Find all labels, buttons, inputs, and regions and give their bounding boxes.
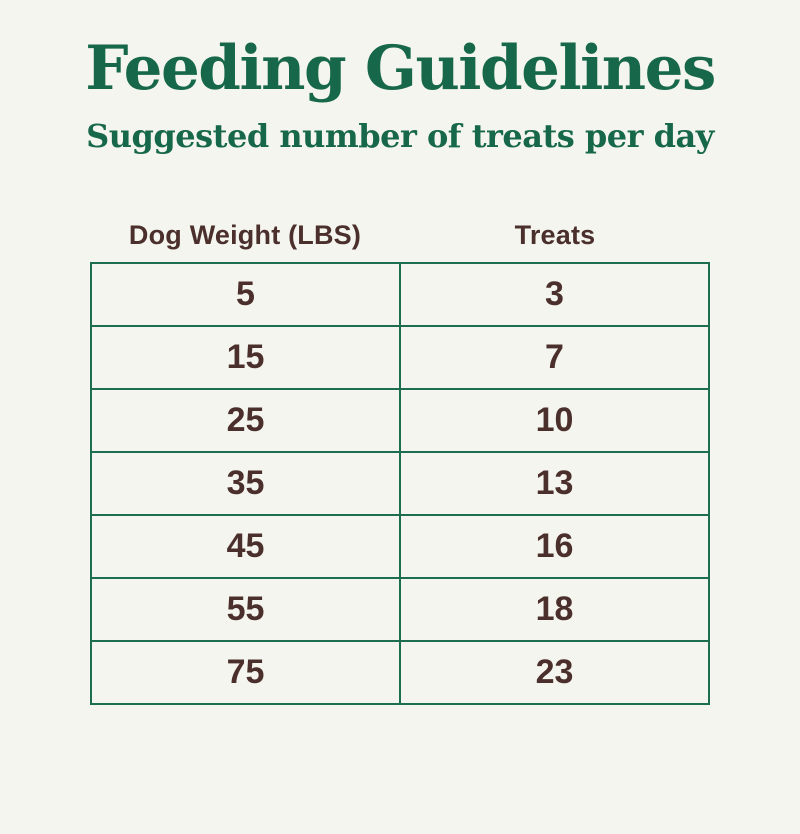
weight-cell: 45 (90, 514, 401, 580)
treats-cell: 13 (399, 451, 710, 517)
table-row: 55 18 (90, 577, 710, 643)
treats-cell: 18 (399, 577, 710, 643)
page-subtitle: Suggested number of treats per day (86, 117, 714, 156)
treats-cell: 23 (399, 640, 710, 706)
feeding-guidelines-infographic: Feeding Guidelines Suggested number of t… (0, 33, 800, 834)
table-row: 25 10 (90, 388, 710, 454)
treats-cell: 16 (399, 514, 710, 580)
table-row: 45 16 (90, 514, 710, 580)
weight-cell: 5 (90, 262, 401, 328)
table-row: 75 23 (90, 640, 710, 706)
table-row: 35 13 (90, 451, 710, 517)
column-header-dog-weight: Dog Weight (LBS) (128, 220, 362, 251)
weight-cell: 15 (90, 325, 401, 391)
weight-cell: 35 (90, 451, 401, 517)
table-row: 5 3 (90, 262, 710, 328)
feeding-table: 5 3 15 7 25 10 35 13 45 16 55 18 (90, 262, 710, 706)
column-header-treats: Treats (514, 220, 596, 251)
table-row: 15 7 (90, 325, 710, 391)
weight-cell: 75 (90, 640, 401, 706)
treats-cell: 7 (399, 325, 710, 391)
treats-cell: 10 (399, 388, 710, 454)
weight-cell: 55 (90, 577, 401, 643)
treats-cell: 3 (399, 262, 710, 328)
page-title: Feeding Guidelines (85, 33, 716, 104)
table-column-headers: Dog Weight (LBS) Treats (90, 220, 710, 251)
weight-cell: 25 (90, 388, 401, 454)
